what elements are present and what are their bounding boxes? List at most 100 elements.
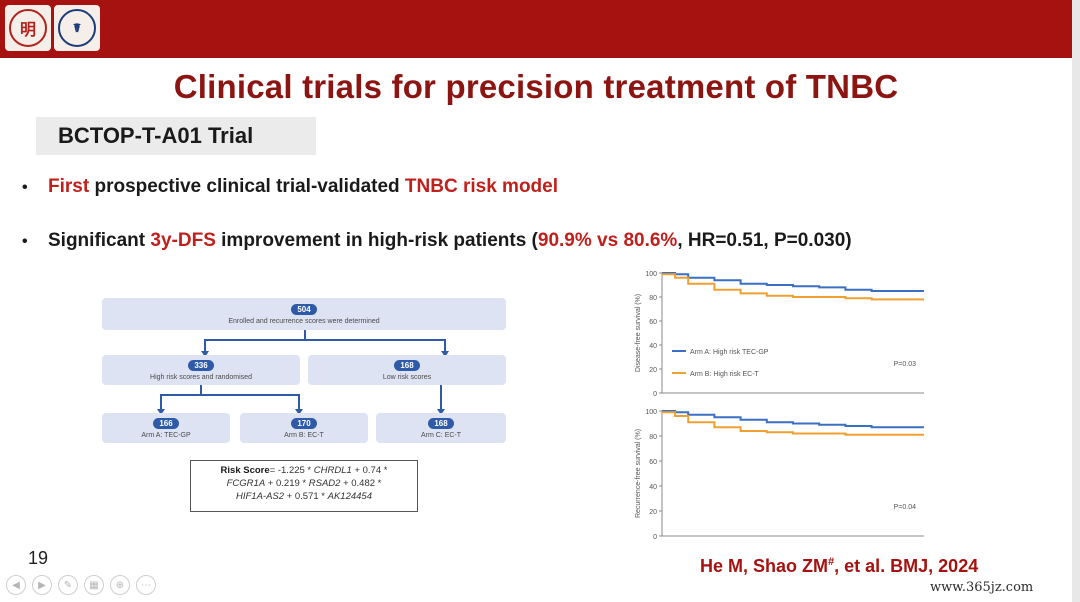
university-logo: 明 [5,5,51,51]
y-tick-label: 0 [653,391,657,398]
arrow-icon [437,409,445,415]
arm-b-text: Arm B: EC-T [284,431,324,439]
low-risk-box: 168 Low risk scores [308,355,506,385]
bullet-1-part-2: prospective clinical trial-validated [89,176,405,197]
prev-icon[interactable]: ◀ [6,575,26,595]
arm-c-box: 168 Arm C: EC-T [376,413,506,443]
formula-label: Risk Score [220,465,270,476]
arm-b-count: 170 [291,417,317,429]
high-risk-count: 336 [188,359,214,371]
y-tick-label: 20 [649,509,657,516]
arrow-icon [441,351,449,357]
y-axis-label: Disease-free survival (%) [635,294,642,372]
zoom-icon[interactable]: ⊕ [110,575,130,595]
arrow-icon [295,409,303,415]
citation-authors: He M, Shao ZM [700,556,829,576]
connector [444,339,446,351]
grid-icon[interactable]: ▦ [84,575,104,595]
y-axis-label: Recurrence-free survival (%) [635,429,642,518]
bullet-1-part-1: First [48,176,90,197]
connector [304,330,306,340]
high-risk-text: High risk scores and randomised [150,373,252,381]
scroll-strip [1072,0,1080,602]
formula-gene: RSAD2 [308,478,341,489]
survival-curve-arm-a [662,272,924,292]
arm-c-count: 168 [428,417,454,429]
formula-gene: FCGR1A [226,478,266,489]
connector [204,339,206,351]
arm-b-box: 170 Arm B: EC-T [240,413,368,443]
survival-curve-arm-a [662,410,924,429]
y-tick-label: 80 [649,295,657,302]
citation-rest: , et al. BMJ, 2024 [834,556,979,576]
low-risk-text: Low risk scores [382,373,432,381]
trial-name: BCTOP-T-A01 Trial [58,123,254,148]
y-tick-label: 20 [649,367,657,374]
connector [440,385,442,410]
risk-score-formula: Risk Score= -1.225 * CHRDL1 + 0.74 * FCG… [190,460,418,512]
formula-gene: AK124454 [327,491,372,502]
formula-term: + 0.482 * [340,478,382,489]
y-tick-label: 100 [645,271,657,278]
connector [298,394,300,410]
logo-emblem: ☤ [72,21,82,35]
more-icon[interactable]: ⋯ [136,575,156,595]
p-value-label: P=0.04 [894,504,916,511]
pen-icon[interactable]: ✎ [58,575,78,595]
legend-label: Arm A: High risk TEC-GP [690,349,769,356]
y-tick-label: 100 [645,409,657,416]
header-band: 明 ☤ [0,0,1080,58]
arrow-icon [201,351,209,357]
page-number: 19 [28,548,49,568]
formula-term: = -1.225 * [269,465,314,476]
bullet-1: • First prospective clinical trial-valida… [22,176,558,198]
high-risk-box: 336 High risk scores and randomised [102,355,300,385]
bullet-2-part-1: Significant [48,230,151,251]
connector [160,394,300,396]
watermark: www.365jz.com [930,580,1034,595]
connector [200,385,202,395]
bullet-2: • Significant 3y-DFS improvement in high-… [22,230,852,252]
formula-term: + 0.219 * [265,478,309,489]
low-risk-count: 168 [394,359,420,371]
connector [160,394,162,410]
y-tick-label: 40 [649,343,657,350]
trial-flowchart: 504 Enrolled and recurrence scores were … [100,295,508,445]
arm-a-count: 166 [153,417,179,429]
hospital-logo: ☤ [54,5,100,51]
formula-term: + 0.74 * [351,465,388,476]
slide-title: Clinical trials for precision treatment … [173,68,899,105]
bullet-1-part-3: TNBC risk model [404,176,559,197]
y-tick-label: 80 [649,434,657,441]
y-tick-label: 40 [649,484,657,491]
survival-curve-arm-b [662,411,924,436]
bullet-2-part-3: improvement in high-risk patients ( [215,230,538,251]
y-tick-label: 60 [649,319,657,326]
arm-a-box: 166 Arm A: TEC-GP [102,413,230,443]
survival-curve-arm-b [662,273,924,301]
bullet-dot: • [22,233,28,250]
y-tick-label: 0 [653,534,657,541]
formula-gene: CHRDL1 [313,465,352,476]
bullet-2-part-5: , HR=0.51, P=0.030) [677,230,852,251]
bullet-2-part-4: 90.9% vs 80.6% [537,230,678,251]
y-tick-label: 60 [649,459,657,466]
formula-term: + 0.571 * [284,491,328,502]
bullet-dot: • [22,179,28,196]
arrow-icon [157,409,165,415]
survival-charts-svg: 100 80 60 40 20 0 Disease-free survival (%) Arm… [635,271,924,541]
trial-name-box: BCTOP-T-A01 Trial [36,117,316,155]
enrolled-count: 504 [291,303,317,315]
connector [204,339,446,341]
arm-c-text: Arm C: EC-T [420,431,462,439]
next-icon[interactable]: ▶ [32,575,52,595]
citation-mark: # [828,556,835,568]
logo-seal-text: 明 [19,20,36,39]
enrolled-text: Enrolled and recurrence scores were dete… [228,317,380,325]
legend-label: Arm B: High risk EC-T [690,371,760,378]
arm-a-text: Arm A: TEC-GP [141,431,191,439]
p-value-label: P=0.03 [894,361,916,368]
enrolled-box: 504 Enrolled and recurrence scores were … [102,298,506,330]
bullet-2-part-2: 3y-DFS [150,230,216,251]
survival-charts: 100 80 60 40 20 0 Disease-free survival (%) Arm… [618,265,928,545]
